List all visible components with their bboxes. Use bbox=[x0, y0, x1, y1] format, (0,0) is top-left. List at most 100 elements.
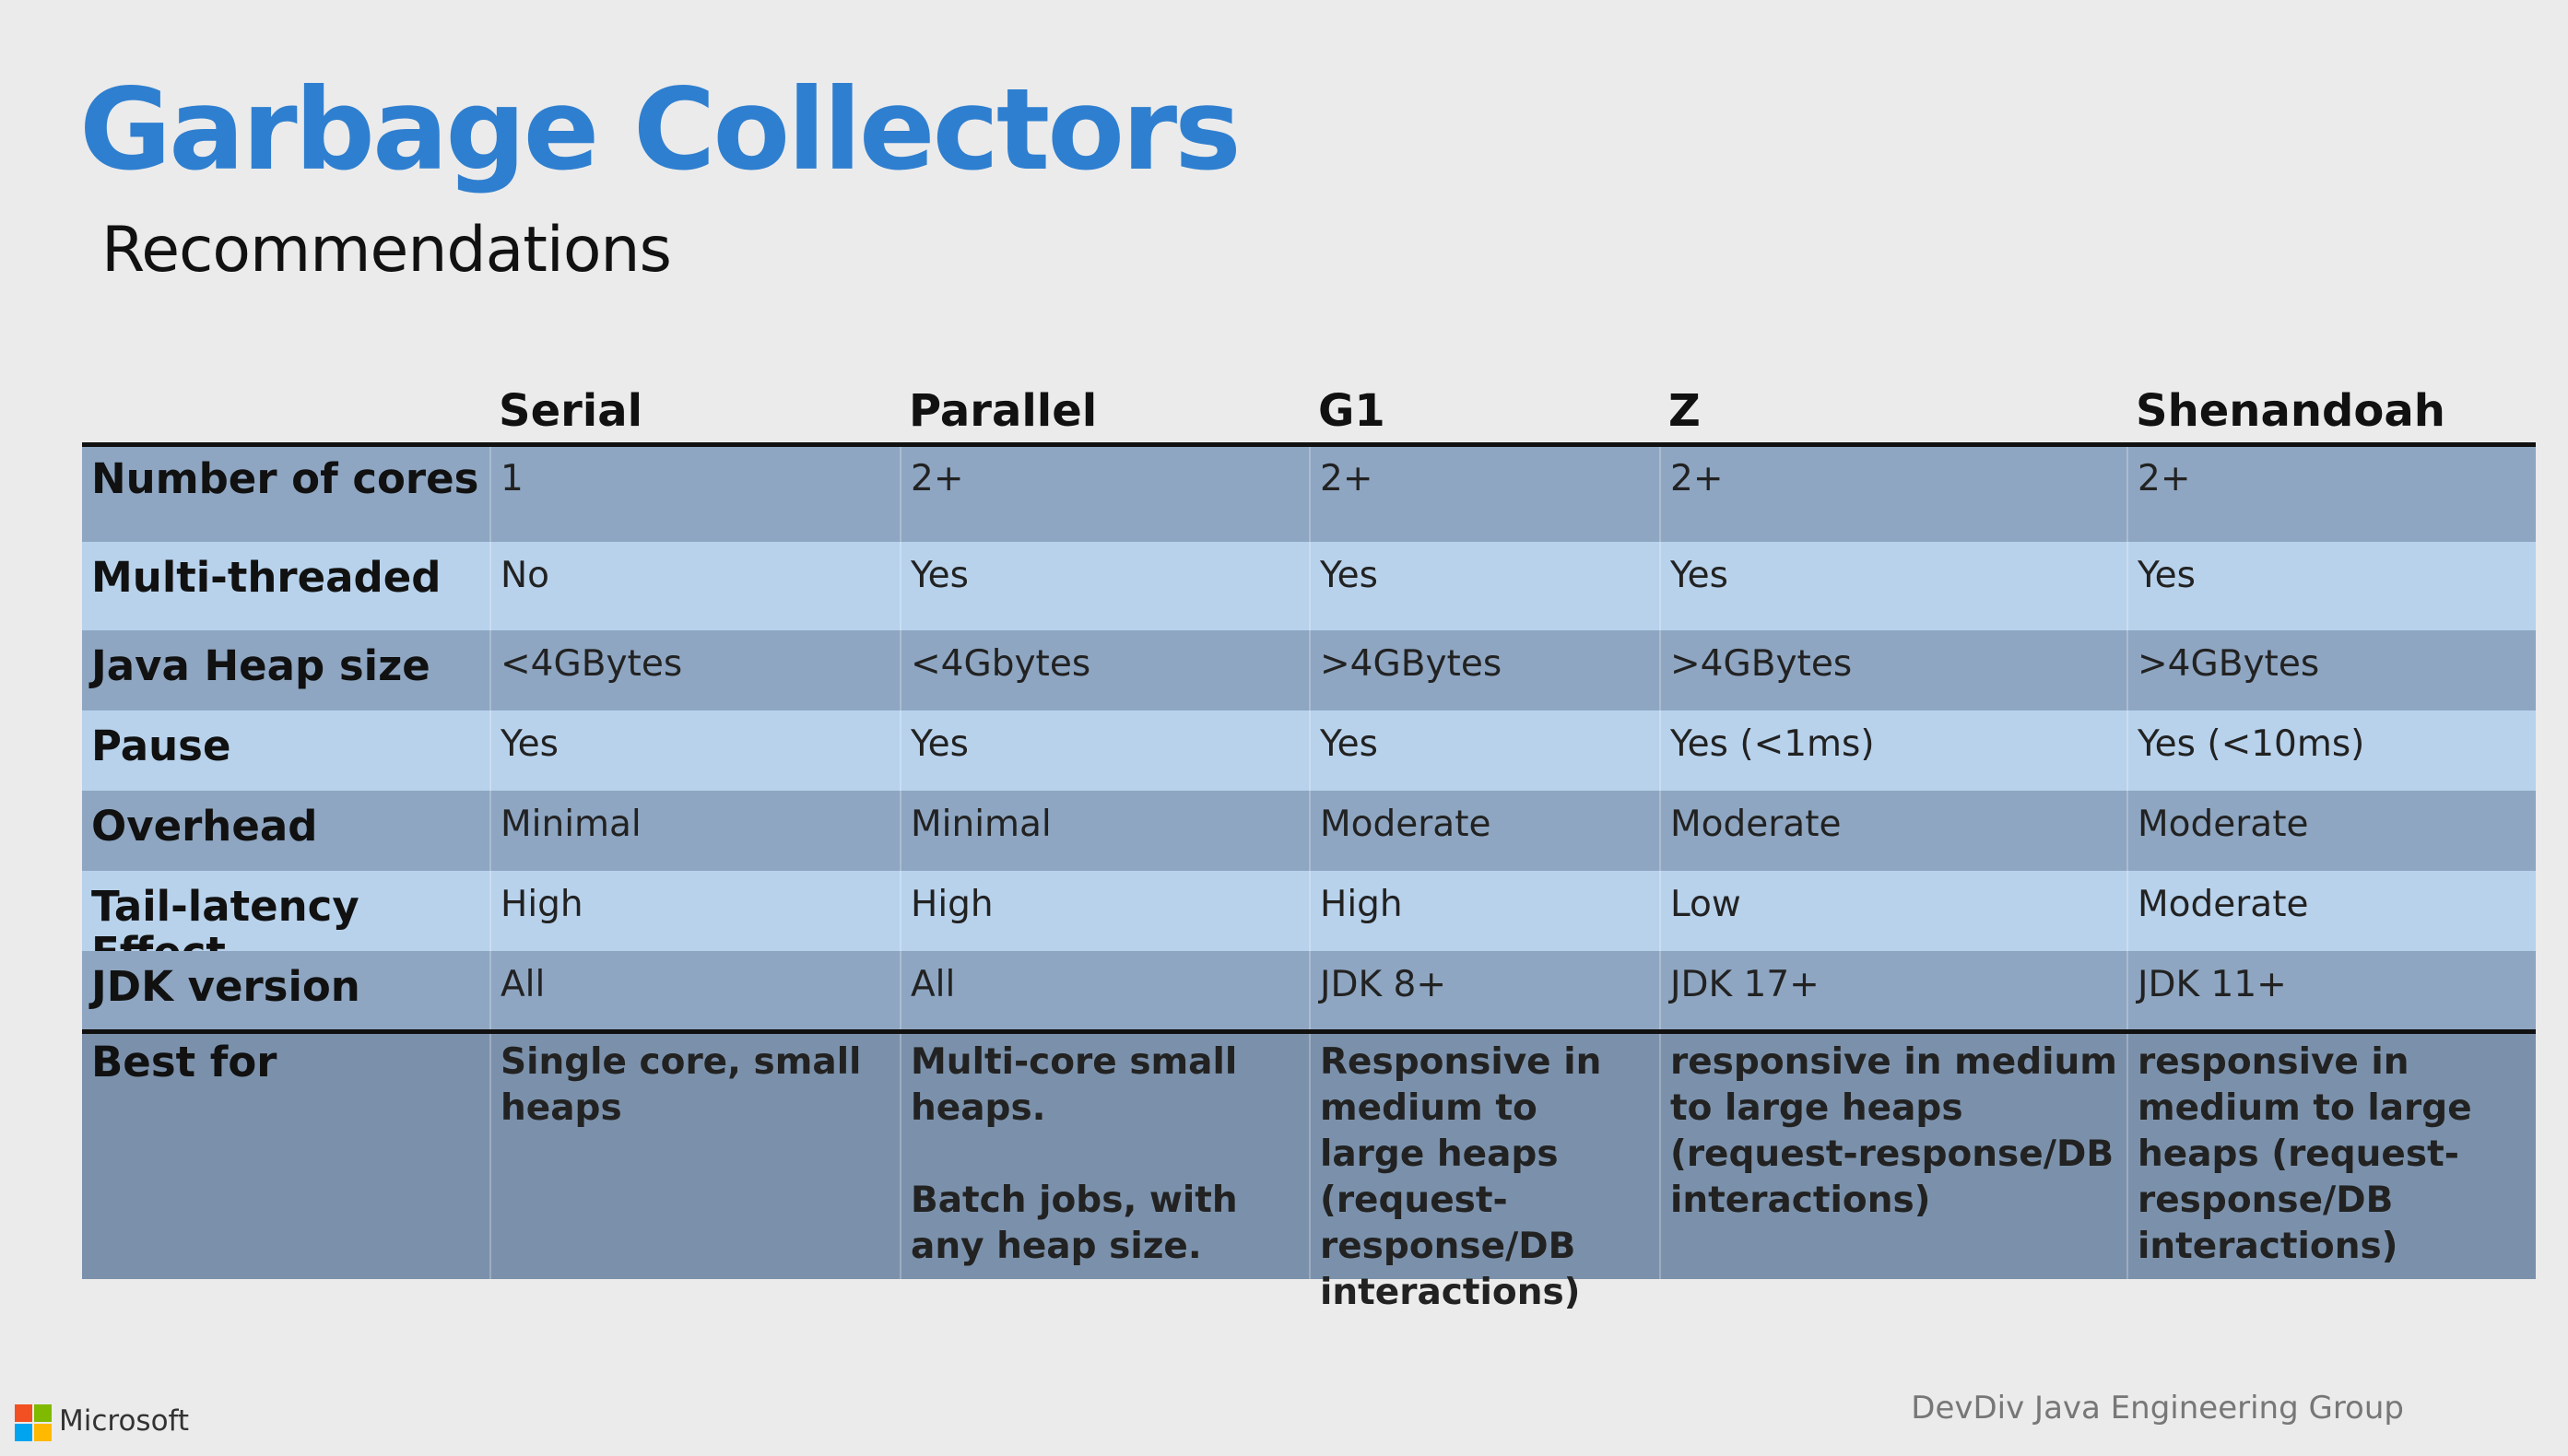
cell-text: No bbox=[501, 555, 550, 596]
cell-text: <4GBytes bbox=[501, 643, 683, 685]
column-header: Serial bbox=[499, 385, 643, 437]
table-row: Pause Yes Yes Yes Yes (<1ms) Yes (<10ms) bbox=[82, 710, 2536, 791]
table-cell: responsive in medium to large heaps (req… bbox=[2126, 1032, 2536, 1279]
cell-text: JDK 8+ bbox=[1320, 964, 1446, 1005]
cell-text: Moderate bbox=[2138, 884, 2309, 925]
brand: Microsoft bbox=[59, 1404, 190, 1438]
table-row: Best for Single core, small heaps Multi-co… bbox=[82, 1032, 2536, 1313]
cell-text: 2+ bbox=[911, 458, 964, 499]
cell-text: 1 bbox=[501, 458, 524, 499]
table-cell: Yes bbox=[900, 710, 1309, 791]
table-row: Number of cores 1 2+ 2+ 2+ 2+ bbox=[82, 445, 2536, 542]
column-header: Parallel bbox=[909, 385, 1098, 437]
table-cell: All bbox=[489, 951, 900, 1032]
table-cell: 1 bbox=[489, 445, 900, 542]
cell-text: >4GBytes bbox=[1670, 643, 1853, 685]
row-label: Multi-threaded bbox=[91, 553, 442, 602]
table-cell: All bbox=[900, 951, 1309, 1032]
row-label: JDK version bbox=[91, 962, 360, 1011]
cell-text: Yes bbox=[2138, 555, 2196, 596]
cell-text: <4Gbytes bbox=[911, 643, 1091, 685]
column-header: Shenandoah bbox=[2136, 385, 2445, 437]
table-cell: Yes bbox=[900, 542, 1309, 630]
title: Garbage Collectors bbox=[79, 65, 1242, 195]
row-label: Overhead bbox=[91, 802, 318, 851]
table-cell: <4Gbytes bbox=[900, 630, 1309, 710]
row-label: Tail-latency Effect bbox=[91, 882, 359, 976]
row-label: Best for bbox=[91, 1038, 277, 1086]
column-header: Z bbox=[1668, 385, 1701, 437]
table-row: Overhead Minimal Minimal Moderate Moderate Mo… bbox=[82, 791, 2536, 871]
cell-text: >4GBytes bbox=[1320, 643, 1502, 685]
table-cell: >4GBytes bbox=[1309, 630, 1659, 710]
table-cell: Yes bbox=[1309, 542, 1659, 630]
cell-text: Moderate bbox=[2138, 804, 2309, 845]
table-cell: Yes (<10ms) bbox=[2126, 710, 2536, 791]
table-cell: Low bbox=[1659, 871, 2126, 951]
table-cell: Yes bbox=[1659, 542, 2126, 630]
table-cell: Moderate bbox=[1309, 791, 1659, 871]
cell-text: Single core, small heaps bbox=[501, 1041, 862, 1129]
table-cell: 2+ bbox=[1309, 445, 1659, 542]
cell-text: Yes bbox=[501, 723, 559, 765]
row-label: Number of cores bbox=[91, 454, 479, 503]
cell-text: 2+ bbox=[2138, 458, 2191, 499]
table-cell: Single core, small heaps bbox=[489, 1032, 900, 1279]
cell-text: responsive in medium to large heaps (req… bbox=[2138, 1041, 2472, 1267]
section-rule bbox=[82, 1029, 2536, 1034]
cell-text: High bbox=[501, 884, 583, 925]
cell-text: Yes (<1ms) bbox=[1670, 723, 1875, 765]
table-cell: Moderate bbox=[1659, 791, 2126, 871]
cell-text: Minimal bbox=[501, 804, 642, 845]
logo bbox=[15, 1404, 52, 1441]
cell-text: responsive in medium to large heaps (req… bbox=[1670, 1041, 2117, 1221]
cell-text: Multi-core small heaps. bbox=[911, 1041, 1238, 1129]
cell-text: Moderate bbox=[1320, 804, 1491, 845]
table-cell: Minimal bbox=[489, 791, 900, 871]
table-cell: Yes bbox=[489, 710, 900, 791]
table-cell: Yes (<1ms) bbox=[1659, 710, 2126, 791]
table-cell: Moderate bbox=[2126, 791, 2536, 871]
cell-text: Moderate bbox=[1670, 804, 1842, 845]
table-cell: <4GBytes bbox=[489, 630, 900, 710]
table-cell: Multi-core small heaps. Batch jobs, with … bbox=[900, 1032, 1309, 1279]
cell-text: Low bbox=[1670, 884, 1741, 925]
table-row: Tail-latency Effect High High High Low Modera… bbox=[82, 871, 2536, 976]
table-cell: 2+ bbox=[2126, 445, 2536, 542]
cell-text: JDK 17+ bbox=[1670, 964, 1820, 1005]
table-cell: JDK 17+ bbox=[1659, 951, 2126, 1032]
table-cell: High bbox=[900, 871, 1309, 951]
table-cell: responsive in medium to large heaps (req… bbox=[1659, 1032, 2126, 1279]
table-cell: 2+ bbox=[1659, 445, 2126, 542]
cell-text: JDK 11+ bbox=[2138, 964, 2287, 1005]
table-row: JDK version All All JDK 8+ JDK 17+ JDK 11+ bbox=[82, 951, 2536, 1032]
table-cell: Yes bbox=[1309, 710, 1659, 791]
cell-text: Yes bbox=[1320, 723, 1378, 765]
cell-text: Responsive in medium to large heaps (req… bbox=[1320, 1041, 1602, 1313]
table-cell: Minimal bbox=[900, 791, 1309, 871]
cell-text: All bbox=[911, 964, 956, 1005]
table-cell: High bbox=[489, 871, 900, 951]
table-cell: JDK 8+ bbox=[1309, 951, 1659, 1032]
subtitle: Recommendations bbox=[101, 214, 672, 287]
cell-text: 2+ bbox=[1320, 458, 1373, 499]
table-cell: Moderate bbox=[2126, 871, 2536, 951]
column-header: G1 bbox=[1318, 385, 1385, 437]
cell-text: Yes bbox=[911, 723, 969, 765]
row-label: Pause bbox=[91, 722, 231, 770]
table-cell: Responsive in medium to large heaps (req… bbox=[1309, 1032, 1659, 1313]
header-rule bbox=[82, 442, 2536, 447]
cell-text: Yes bbox=[911, 555, 969, 596]
cell-text: Yes bbox=[1320, 555, 1378, 596]
table-cell: >4GBytes bbox=[2126, 630, 2536, 710]
cell-text: Batch jobs, with any heap size. bbox=[911, 1180, 1238, 1267]
table-cell: High bbox=[1309, 871, 1659, 951]
table-row: Java Heap size <4GBytes <4Gbytes >4GBytes >4… bbox=[82, 630, 2536, 710]
table-cell: >4GBytes bbox=[1659, 630, 2126, 710]
row-label: Java Heap size bbox=[91, 641, 430, 690]
table-row: Multi-threaded No Yes Yes Yes Yes bbox=[82, 542, 2536, 630]
table-cell: No bbox=[489, 542, 900, 630]
cell-text: Minimal bbox=[911, 804, 1052, 845]
table-cell: 2+ bbox=[900, 445, 1309, 542]
